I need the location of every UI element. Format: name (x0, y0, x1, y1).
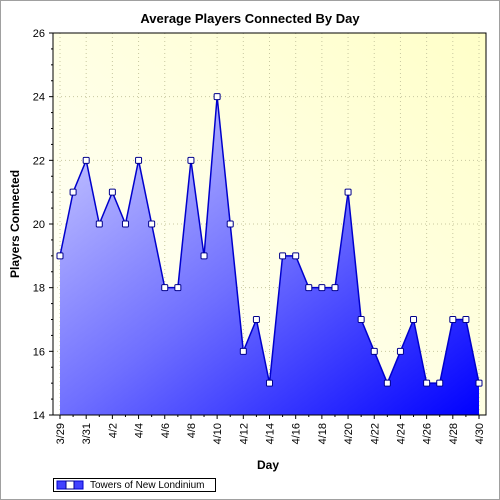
data-point (344, 188, 352, 196)
data-point (436, 379, 444, 387)
data-point (383, 379, 391, 387)
data-point (331, 284, 339, 292)
data-point (121, 220, 129, 228)
x-tick-label: 4/22 (369, 423, 381, 444)
x-tick-label: 3/29 (55, 423, 67, 444)
data-point (292, 252, 300, 260)
x-tick-label: 4/12 (238, 423, 250, 444)
data-point (462, 316, 470, 323)
y-tick-label: 22 (33, 155, 45, 167)
series-area-fill (60, 96, 479, 416)
data-point (200, 252, 208, 260)
data-point (396, 347, 404, 355)
x-tick-label: 4/20 (343, 423, 355, 444)
x-tick-label: 3/31 (81, 423, 93, 444)
data-point (318, 284, 326, 292)
y-tick-label: 16 (33, 346, 45, 358)
x-tick-label: 4/2 (107, 423, 119, 438)
data-point (174, 284, 182, 292)
y-tick-label: 14 (33, 410, 45, 422)
data-point (449, 316, 457, 323)
y-tick-label: 18 (33, 283, 45, 295)
data-point (423, 379, 431, 387)
x-tick-label: 4/30 (474, 423, 486, 444)
data-point (161, 284, 169, 292)
y-axis-label: Players Connected (8, 170, 22, 278)
x-tick-label: 4/6 (160, 423, 172, 438)
x-tick-label: 4/16 (291, 423, 303, 444)
data-point (69, 188, 77, 196)
data-point (252, 316, 260, 323)
data-point (135, 156, 143, 164)
data-point (305, 284, 313, 292)
x-tick-label: 4/8 (186, 423, 198, 438)
data-point (266, 379, 273, 387)
x-tick-label: 4/10 (212, 423, 224, 444)
chart-title: Average Players Connected By Day (140, 11, 360, 26)
x-tick-label: 4/24 (395, 423, 407, 444)
data-point (213, 93, 221, 101)
data-point (410, 316, 418, 323)
y-tick-label: 24 (33, 92, 45, 104)
data-point (95, 220, 103, 228)
legend-label: Towers of New Londinium (90, 479, 205, 491)
data-point (357, 316, 365, 323)
data-point (370, 347, 378, 355)
data-point (56, 252, 64, 260)
data-point (82, 156, 90, 164)
data-point (187, 156, 195, 164)
data-point (279, 252, 287, 260)
x-axis-label: Day (257, 458, 279, 472)
legend-swatch (56, 479, 84, 491)
x-tick-label: 4/14 (265, 423, 277, 444)
data-point (226, 220, 234, 228)
data-point (475, 379, 483, 387)
x-tick-label: 4/4 (134, 423, 146, 438)
x-tick-label: 4/18 (317, 423, 329, 444)
y-tick-label: 20 (33, 219, 45, 231)
y-tick-label: 26 (33, 28, 45, 40)
data-point (148, 220, 156, 228)
data-point (239, 347, 247, 355)
x-tick-label: 4/28 (448, 423, 460, 444)
x-tick-label: 4/26 (422, 423, 434, 444)
data-point (108, 188, 116, 196)
axes: 14 16 18 20 22 24 26 3/29 3/31 4/2 4/4 4/6 4/8 4/10 4/… (33, 28, 487, 444)
series-markers (56, 93, 483, 387)
legend: Towers of New Londinium (53, 478, 216, 492)
